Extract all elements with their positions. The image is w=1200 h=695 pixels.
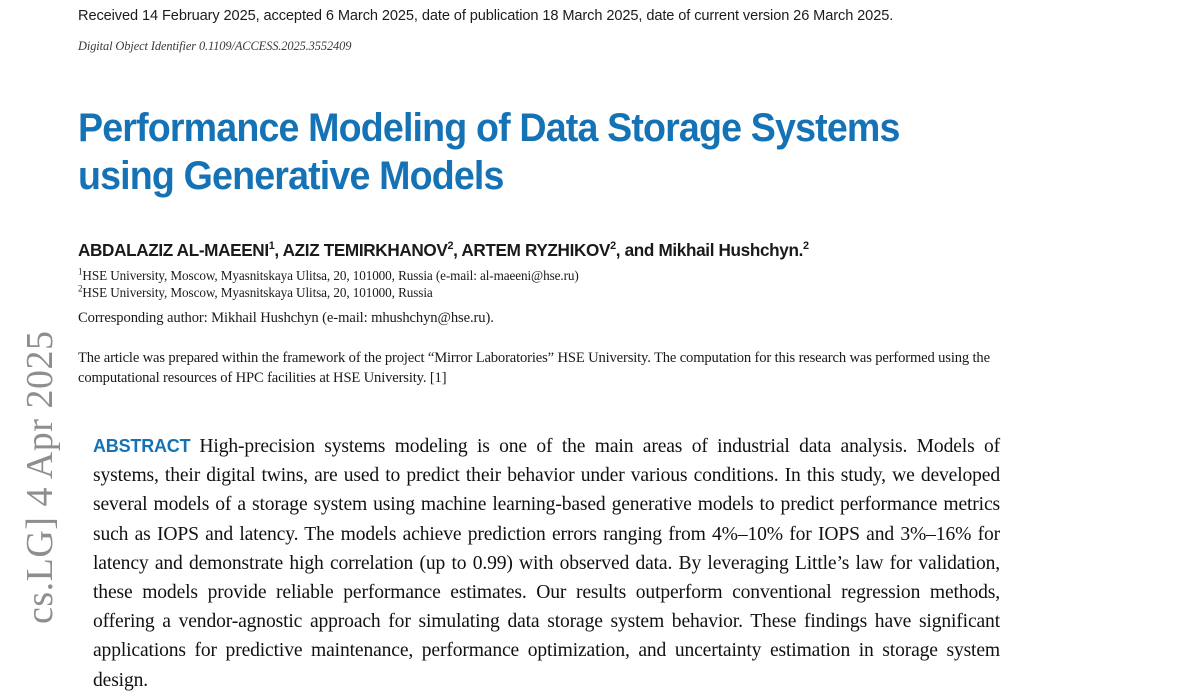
author-affiliation-marker: 2 <box>447 240 454 253</box>
authors-block: ABDALAZIZ AL-MAEENI1, AZIZ TEMIRKHANOV2,… <box>78 240 1038 301</box>
author-name: ARTEM RYZHIKOV <box>461 240 611 260</box>
author-affiliation-marker: 1 <box>268 240 275 253</box>
author-affiliation-marker: 2 <box>610 240 616 253</box>
notes-block: Corresponding author: Mikhail Hushchyn (… <box>78 310 1023 388</box>
doi-line: Digital Object Identifier 0.1109/ACCESS.… <box>78 39 352 53</box>
author-separator: , and <box>615 240 659 260</box>
abstract-text: High-precision systems modeling is one o… <box>93 436 1000 691</box>
arxiv-stamp: cs.LG] 4 Apr 2025 <box>0 0 70 648</box>
arxiv-stamp-text: cs.LG] 4 Apr 2025 <box>19 330 61 624</box>
author-name: ABDALAZIZ AL-MAEENI <box>78 240 269 260</box>
affiliation-marker: 1 <box>78 266 83 277</box>
affiliation-text: HSE University, Moscow, Myasnitskaya Uli… <box>82 284 433 300</box>
author-separator: , <box>453 240 462 260</box>
author-name: AZIZ TEMIRKHANOV <box>282 240 448 260</box>
affiliation-line: 2HSE University, Moscow, Myasnitskaya Ul… <box>78 283 1038 302</box>
funding-note: The article was prepared within the fram… <box>78 350 990 386</box>
affiliation-marker: 2 <box>78 283 83 294</box>
author-name: Mikhail Hushchyn. <box>658 240 803 260</box>
corresponding-author-note: Corresponding author: Mikhail Hushchyn (… <box>78 310 494 326</box>
paper-title: Performance Modeling of Data Storage Sys… <box>78 104 1038 200</box>
masthead: Received 14 February 2025, accepted 6 Ma… <box>78 8 1018 54</box>
author-separator: , <box>274 240 283 260</box>
affiliation-line: 1HSE University, Moscow, Myasnitskaya Ul… <box>78 266 1038 285</box>
affiliation-text: HSE University, Moscow, Myasnitskaya Uli… <box>82 268 579 283</box>
abstract-block: ABSTRACT High-precision systems modeling … <box>93 432 1000 695</box>
affiliation-list: 1HSE University, Moscow, Myasnitskaya Ul… <box>78 266 1038 302</box>
abstract-paragraph: ABSTRACT High-precision systems modeling … <box>93 432 1000 695</box>
paper-first-page: cs.LG] 4 Apr 2025 Received 14 February 2… <box>0 0 1038 691</box>
author-affiliation-marker: 2 <box>802 240 809 253</box>
paper-title-line-1: Performance Modeling of Data Storage Sys… <box>78 106 900 150</box>
received-dates-line: Received 14 February 2025, accepted 6 Ma… <box>78 8 894 24</box>
paper-title-line-2: using Generative Models <box>78 154 504 198</box>
abstract-label: ABSTRACT <box>93 436 191 456</box>
author-list: ABDALAZIZ AL-MAEENI1, AZIZ TEMIRKHANOV2,… <box>78 240 1024 261</box>
